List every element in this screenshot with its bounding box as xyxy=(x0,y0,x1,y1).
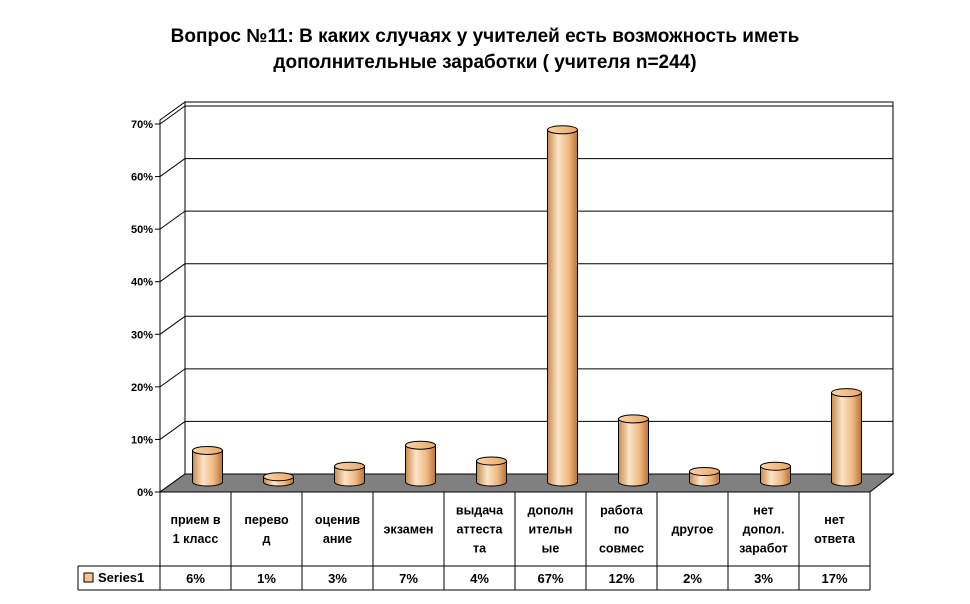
x-category-label: прием в xyxy=(170,513,220,527)
chart-title-line-1: Вопрос №11: В каких случаях у учителей е… xyxy=(170,26,800,47)
x-category-label: аттеста xyxy=(456,523,503,537)
x-category-label: выдача xyxy=(456,504,504,518)
data-label: 1% xyxy=(257,571,276,586)
x-category-label: оценив xyxy=(315,513,361,527)
bar xyxy=(192,445,223,487)
bar-body xyxy=(405,444,436,487)
bar-top xyxy=(192,445,223,455)
bar xyxy=(618,414,649,487)
y-tick-label: 70% xyxy=(131,119,153,131)
x-category-label: совмес xyxy=(599,542,644,556)
data-label: 6% xyxy=(186,571,205,586)
gridline-side xyxy=(159,421,186,440)
x-category-label: ые xyxy=(542,542,560,556)
x-category-label: дополн xyxy=(528,504,574,518)
bar-body xyxy=(334,465,365,487)
x-category-label: допол. xyxy=(743,523,785,537)
data-label: 4% xyxy=(470,571,489,586)
gridline-side xyxy=(159,158,186,177)
bar xyxy=(547,125,578,487)
x-category-label: работа xyxy=(600,504,644,518)
x-category-label: заработ xyxy=(739,542,788,556)
x-category-label: ание xyxy=(323,532,352,546)
x-category-label: ответа xyxy=(814,532,856,546)
bar xyxy=(760,461,791,487)
bar xyxy=(831,388,862,487)
bar-top xyxy=(831,388,862,398)
bar-top xyxy=(547,125,578,135)
x-category-label: нет xyxy=(824,513,844,527)
bar-body xyxy=(192,449,223,487)
data-label: 67% xyxy=(537,571,563,586)
side-wall xyxy=(159,101,186,493)
bar-top xyxy=(689,466,720,476)
bars-group xyxy=(192,125,862,487)
bar-body xyxy=(760,465,791,487)
bar-top xyxy=(405,440,436,450)
x-category-label: перево xyxy=(244,513,289,527)
y-tick-label: 20% xyxy=(131,382,153,394)
bar-top xyxy=(334,461,365,471)
x-category-label: д xyxy=(263,532,271,546)
y-tick-label: 40% xyxy=(131,277,153,289)
legend-swatch xyxy=(83,572,94,583)
data-label: 2% xyxy=(683,571,702,586)
x-category-label: другое xyxy=(672,523,714,537)
x-category-label: нет xyxy=(753,504,773,518)
gridline-side xyxy=(159,315,186,335)
bar xyxy=(405,440,436,487)
y-tick-label: 10% xyxy=(131,434,153,446)
y-tick-label: 50% xyxy=(131,224,153,236)
x-category-label: 1 класс xyxy=(173,532,219,546)
data-label: 7% xyxy=(399,571,418,586)
y-tick-label: 30% xyxy=(131,329,153,341)
bar xyxy=(689,466,720,487)
bar-body xyxy=(547,129,578,487)
x-category-label: ительн xyxy=(529,523,573,537)
gridline-side xyxy=(159,263,186,283)
bar-body xyxy=(618,418,649,487)
data-label: 12% xyxy=(608,571,634,586)
data-label: 3% xyxy=(754,571,773,586)
x-category-label: та xyxy=(473,542,487,556)
bar-top xyxy=(263,472,294,482)
y-tick-label: 60% xyxy=(131,172,153,184)
back-wall xyxy=(184,101,894,475)
bar-top xyxy=(760,461,791,471)
gridline-side xyxy=(159,105,186,125)
chart-title-line-2: дополнительные заработки ( учителя n=244… xyxy=(273,52,697,73)
bar xyxy=(263,472,294,487)
x-category-label: экзамен xyxy=(384,523,434,537)
gridline-side xyxy=(159,210,186,230)
bar-top xyxy=(476,456,507,466)
data-label: 3% xyxy=(328,571,347,586)
data-label: 17% xyxy=(821,571,847,586)
bar xyxy=(476,456,507,487)
gridline-side xyxy=(159,368,186,388)
bar xyxy=(334,461,365,487)
bar-body xyxy=(831,392,862,487)
bar-body xyxy=(476,460,507,487)
plot-area: 0% 10% 20% 30% 40% 50% 60% 70% xyxy=(131,101,895,499)
x-category-label: по xyxy=(614,523,630,537)
chart-title: Вопрос №11: В каких случаях у учителей е… xyxy=(0,24,970,76)
y-tick-label: 0% xyxy=(137,487,153,499)
legend-label: Series1 xyxy=(98,570,144,585)
data-table: Series1 прием в 1 класс 6% перево д 1% оценив ан… xyxy=(77,492,871,591)
bar-top xyxy=(618,414,649,424)
